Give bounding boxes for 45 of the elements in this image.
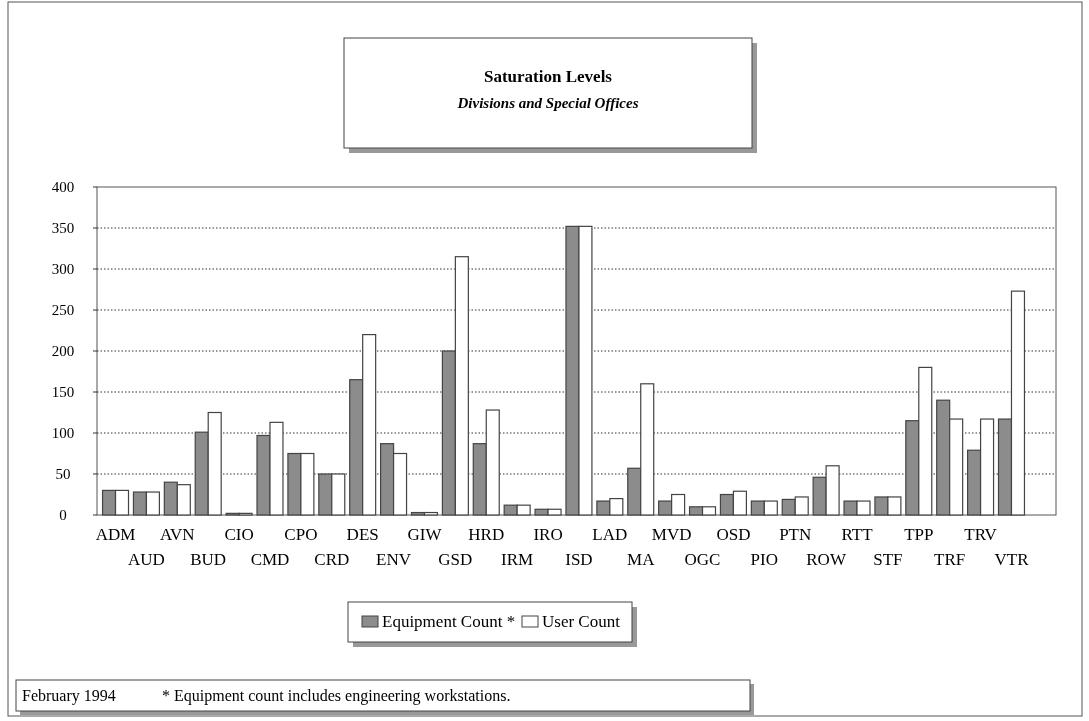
chart-subtitle: Divisions and Special Offices — [456, 95, 639, 111]
x-tick-label: VTR — [994, 550, 1030, 569]
text: February 1994 — [22, 687, 116, 705]
y-tick-label: 0 — [59, 507, 67, 523]
x-tick-label: OGC — [684, 550, 721, 569]
x-tick-label: MA — [627, 550, 656, 569]
text: * Equipment count includes engineering workstations. — [162, 687, 511, 705]
x-tick-label: AUD — [127, 550, 165, 569]
x-tick-label: MVD — [651, 525, 692, 544]
x-tick-label: HRD — [468, 525, 505, 544]
chart-title: Saturation Levels — [484, 67, 613, 86]
x-tick-label: RTT — [841, 525, 874, 544]
y-tick-label: 200 — [51, 343, 75, 359]
x-tick-label: ADM — [95, 525, 136, 544]
x-tick-label: IRO — [533, 525, 563, 544]
y-tick-label: 250 — [51, 302, 75, 318]
x-tick-label: BUD — [190, 550, 227, 569]
x-tick-label: AVN — [159, 525, 195, 544]
x-tick-label: GSD — [438, 550, 473, 569]
x-tick-label: DES — [346, 525, 379, 544]
y-tick-label: 150 — [51, 384, 75, 400]
y-tick-label: 50 — [55, 466, 71, 482]
x-tick-label: GIW — [407, 525, 443, 544]
x-tick-label: PTN — [779, 525, 812, 544]
x-tick-label: LAD — [592, 525, 628, 544]
x-tick-label: IRM — [501, 550, 534, 569]
x-tick-label: ISD — [565, 550, 593, 569]
y-tick-label: 300 — [51, 261, 75, 277]
y-tick-label: 100 — [51, 425, 75, 441]
x-tick-label: OSD — [716, 525, 751, 544]
x-tick-label: TRV — [964, 525, 998, 544]
x-tick-label: CPO — [284, 525, 318, 544]
x-tick-label: ENV — [376, 550, 412, 569]
x-tick-label: STF — [873, 550, 903, 569]
x-tick-label: CRD — [314, 550, 350, 569]
x-tick-label: CIO — [224, 525, 254, 544]
x-tick-label: PIO — [750, 550, 779, 569]
x-tick-label: TRF — [934, 550, 966, 569]
y-tick-label: 350 — [51, 220, 75, 236]
y-tick-label: 400 — [51, 179, 75, 195]
x-tick-label: CMD — [250, 550, 290, 569]
x-tick-label: TPP — [904, 525, 934, 544]
legend-label: User Count — [542, 612, 621, 631]
x-tick-label: ROW — [806, 550, 847, 569]
legend-label: Equipment Count * — [382, 612, 516, 631]
